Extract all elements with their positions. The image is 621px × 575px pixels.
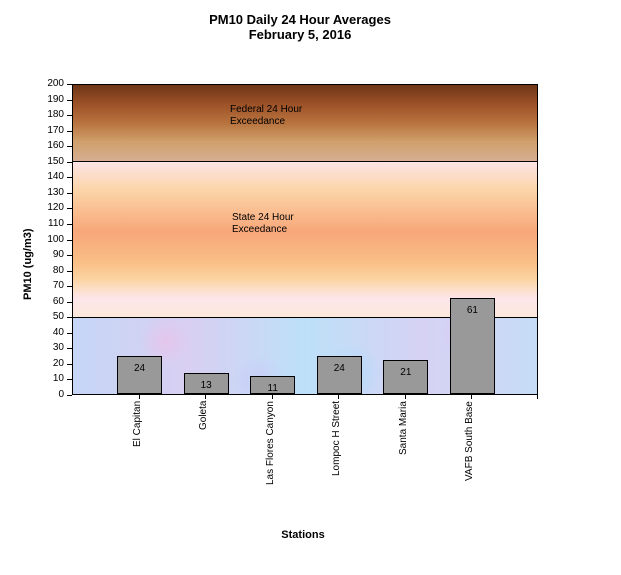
label-line: Exceedance (232, 224, 288, 235)
bar-value-label: 24 (333, 362, 345, 374)
y-tick-mark (67, 379, 72, 380)
y-tick-label: 60 (52, 295, 64, 307)
plot-area: Federal 24 Hour Exceedance State 24 Hour… (72, 84, 538, 395)
y-tick-label: 20 (52, 357, 64, 369)
y-tick-mark (67, 286, 72, 287)
chart-title-line: PM10 Daily 24 Hour Averages (209, 12, 391, 27)
x-axis-title: Stations (281, 529, 325, 541)
x-tick-label: El Capitan (132, 400, 143, 447)
y-tick-label: 50 (52, 311, 64, 323)
state-exceedance-label: State 24 Hour Exceedance (232, 212, 294, 236)
y-tick-mark (67, 317, 72, 318)
bar: 13 (183, 372, 229, 394)
y-tick-mark (67, 131, 72, 132)
y-tick-label: 90 (52, 249, 64, 261)
bar: 11 (250, 375, 296, 394)
y-tick-mark (67, 193, 72, 194)
y-tick-mark (67, 115, 72, 116)
x-tick-mark (405, 395, 406, 399)
x-tick-mark (338, 395, 339, 399)
label-line: Federal 24 Hour (230, 104, 303, 115)
x-tick-mark (471, 395, 472, 399)
chart-subtitle: February 5, 2016 (248, 27, 352, 42)
bar-value-label: 21 (400, 367, 412, 379)
x-tick-label: Las Flores Canyon (265, 401, 276, 485)
y-tick-mark (67, 146, 72, 147)
y-tick-mark (67, 271, 72, 272)
bar-value-label: 61 (466, 305, 478, 317)
federal-exceedance-label: Federal 24 Hour Exceedance (230, 104, 302, 128)
y-tick-label: 120 (47, 202, 64, 214)
bar-value-label: 13 (200, 379, 212, 391)
y-tick-label: 130 (47, 186, 64, 198)
x-tick-label: Santa Maria (398, 401, 409, 455)
label-line: State 24 Hour (232, 212, 294, 223)
y-tick-mark (67, 84, 72, 85)
y-tick-mark (67, 208, 72, 209)
x-tick-mark (272, 395, 273, 399)
label-line: Exceedance (230, 116, 286, 127)
y-tick-label: 30 (52, 342, 64, 354)
y-tick-mark (67, 364, 72, 365)
y-tick-label: 190 (47, 93, 64, 105)
y-tick-label: 80 (52, 264, 64, 276)
x-tick-label: Goleta (198, 400, 209, 430)
x-tick-label: Lompoc H Street (331, 400, 342, 476)
y-tick-mark (67, 224, 72, 225)
y-tick-label: 140 (47, 171, 64, 183)
y-tick-label: 0 (58, 389, 64, 400)
y-tick-label: 110 (48, 217, 64, 229)
bar-value-label: 24 (134, 362, 146, 374)
state-exceedance-band: State 24 Hour Exceedance (73, 162, 537, 318)
y-tick-mark (67, 395, 72, 396)
y-tick-mark (67, 100, 72, 101)
y-tick-mark (67, 333, 72, 334)
x-tick-mark (537, 395, 538, 399)
y-tick-mark (67, 255, 72, 256)
federal-exceedance-band: Federal 24 Hour Exceedance (73, 85, 537, 162)
y-tick-mark (67, 162, 72, 163)
y-tick-mark (67, 302, 72, 303)
y-tick-mark (67, 177, 72, 178)
y-tick-label: 180 (47, 109, 64, 121)
y-tick-mark (67, 240, 72, 241)
bar: 61 (449, 298, 495, 394)
y-tick-label: 160 (47, 140, 64, 152)
y-tick-label: 10 (52, 373, 64, 385)
y-tick-label: 100 (47, 233, 64, 245)
bar: 24 (316, 355, 362, 394)
y-tick-label: 150 (47, 155, 64, 167)
y-tick-label: 70 (52, 280, 64, 292)
bar: 24 (117, 355, 163, 394)
y-tick-label: 170 (47, 124, 64, 136)
bar-value-label: 11 (267, 382, 278, 394)
y-tick-label: 200 (47, 78, 64, 89)
x-tick-mark (205, 395, 206, 399)
bar: 21 (383, 360, 429, 394)
y-tick-label: 40 (52, 326, 64, 338)
x-tick-mark (139, 395, 140, 399)
x-tick-label: VAFB South Base (464, 401, 475, 481)
y-tick-mark (67, 348, 72, 349)
